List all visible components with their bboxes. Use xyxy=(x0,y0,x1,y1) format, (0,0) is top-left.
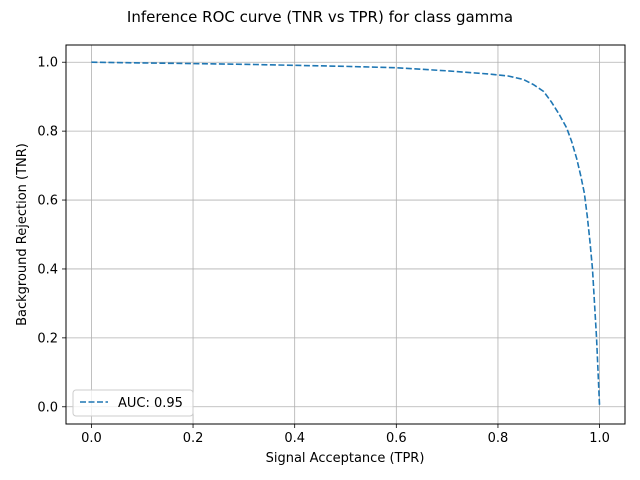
plot-frame xyxy=(65,44,626,425)
x-tick-label: 1.0 xyxy=(589,431,610,446)
chart-title: Inference ROC curve (TNR vs TPR) for cla… xyxy=(127,8,513,26)
y-axis-label: Background Rejection (TNR) xyxy=(15,143,30,326)
grid xyxy=(66,45,625,424)
x-tick-label: 0.8 xyxy=(488,431,509,446)
roc-curve-line xyxy=(91,61,601,407)
series-layer xyxy=(91,61,601,407)
x-tick-label: 0.2 xyxy=(183,431,204,446)
x-tick-label: 0.6 xyxy=(386,431,407,446)
y-tick-label: 0.2 xyxy=(37,331,58,346)
x-tick-label: 0.4 xyxy=(284,431,305,446)
y-tick-label: 0.6 xyxy=(37,194,58,209)
legend-box xyxy=(72,389,194,417)
y-tick-label: 0.4 xyxy=(37,262,58,277)
y-tick-label: 1.0 xyxy=(37,56,58,71)
legend-entry-label: AUC: 0.95 xyxy=(118,396,183,411)
x-tick-label: 0.0 xyxy=(81,431,102,446)
legend: AUC: 0.95 xyxy=(72,389,194,417)
ticks: 0.0 0.2 0.4 0.6 0.8 1.0 0.0 0.2 0.4 0.6 0.8 1.0 xyxy=(37,56,610,446)
y-tick-label: 0.8 xyxy=(37,125,58,140)
x-axis-label: Signal Acceptance (TPR) xyxy=(266,451,425,466)
y-tick-label: 0.0 xyxy=(37,400,58,415)
